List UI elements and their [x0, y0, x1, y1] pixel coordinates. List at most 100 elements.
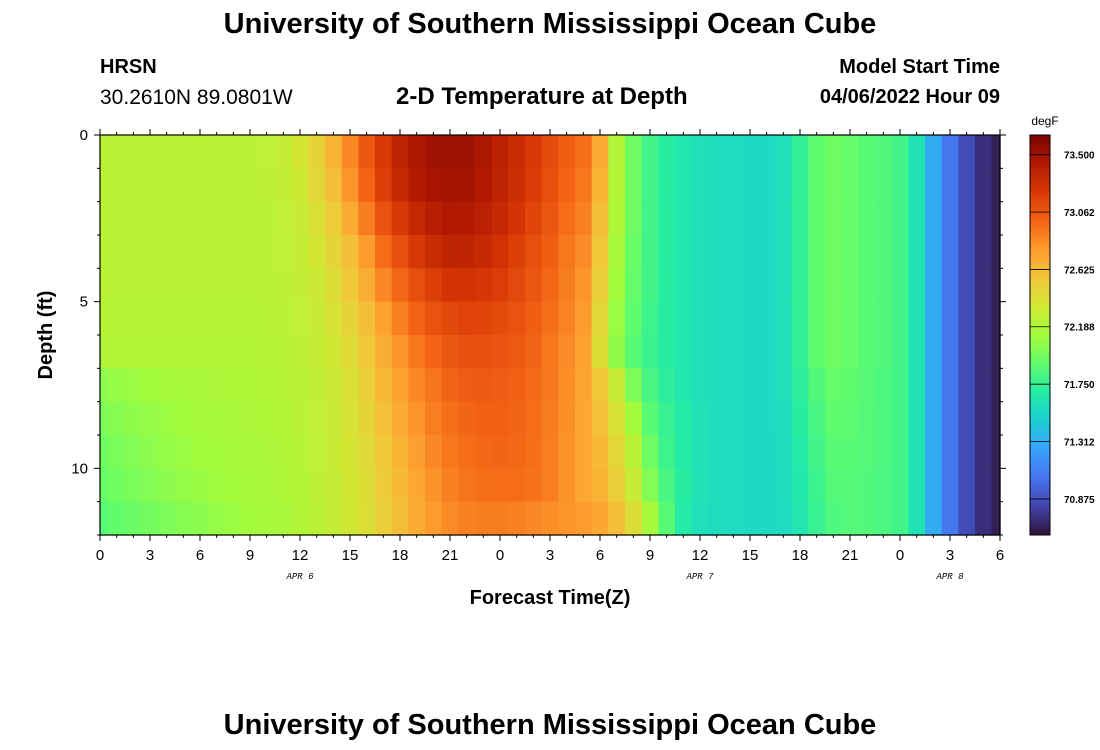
heatmap-cell [358, 435, 376, 469]
heatmap-cell [925, 301, 943, 336]
heatmap-cell [100, 235, 109, 269]
heatmap-cell [841, 435, 859, 469]
heatmap-cell [125, 501, 143, 536]
heatmap-cell [758, 335, 776, 369]
heatmap-cell [641, 301, 659, 336]
heatmap-cell [941, 268, 959, 303]
heatmap-cell [791, 435, 809, 469]
heatmap-cell [808, 335, 826, 369]
heatmap-cell [125, 368, 143, 403]
heatmap-cell [891, 401, 909, 436]
heatmap-cell [708, 435, 726, 469]
model-start-label: Model Start Time [839, 56, 1000, 78]
heatmap-cell [625, 401, 643, 436]
heatmap-cell [791, 335, 809, 369]
heatmap-cell [275, 468, 293, 503]
heatmap-cell [691, 135, 709, 169]
heatmap-cell [858, 435, 876, 469]
heatmap-cell [975, 468, 993, 503]
heatmap-cell [158, 168, 176, 203]
heatmap-cell [141, 168, 159, 203]
heatmap-cell [208, 168, 226, 203]
heatmap-cell [425, 268, 443, 303]
x-axis-label: Forecast Time(Z) [470, 587, 631, 609]
heatmap-cell [208, 335, 226, 369]
heatmap-cell [100, 435, 109, 469]
heatmap-cell [825, 401, 843, 436]
heatmap-cell [758, 435, 776, 469]
station-name: HRSN [100, 56, 157, 78]
heatmap-cell [158, 235, 176, 269]
heatmap-cell [341, 301, 359, 336]
heatmap-cell [725, 501, 743, 536]
heatmap-cell [391, 501, 409, 536]
heatmap-cell [458, 135, 476, 169]
heatmap-cell [991, 168, 1001, 203]
heatmap-cell [991, 335, 1001, 369]
heatmap-cell [525, 435, 543, 469]
heatmap-cell [641, 268, 659, 303]
heatmap-cell [258, 235, 276, 269]
heatmap-cell [758, 501, 776, 536]
heatmap-cell [125, 335, 143, 369]
heatmap-cell [558, 368, 576, 403]
heatmap-cell [675, 168, 693, 203]
x-tick-label: 0 [496, 547, 504, 564]
heatmap-cell [191, 501, 209, 536]
heatmap-cell [258, 135, 276, 169]
heatmap-cell [725, 135, 743, 169]
heatmap-cell [558, 501, 576, 536]
heatmap-cell [975, 168, 993, 203]
heatmap-cell [875, 435, 893, 469]
heatmap-cell [391, 168, 409, 203]
heatmap-cell [508, 335, 526, 369]
heatmap-cell [741, 401, 759, 436]
heatmap-cell [791, 168, 809, 203]
heatmap-cell [958, 435, 976, 469]
heatmap-cell [408, 301, 426, 336]
heatmap-cell [475, 268, 493, 303]
heatmap-cell [725, 468, 743, 503]
heatmap-cell [208, 301, 226, 336]
heatmap-cell [175, 335, 193, 369]
heatmap-cell [175, 201, 193, 236]
heatmap-cell [125, 235, 143, 269]
colorbar-tick-label: 71.312 [1064, 438, 1095, 449]
heatmap-cell [375, 435, 393, 469]
temperature-heatmap-chart: 0 3 6 9 12 15 18 21 0 3 6 9 12 15 18 21 0 3 6 APR 6 APR 7 APR… [35, 114, 1095, 609]
page-title: University of Southern Mississippi Ocean… [223, 8, 877, 40]
heatmap-cell [958, 201, 976, 236]
heatmap-cell [125, 468, 143, 503]
heatmap-cell [791, 501, 809, 536]
heatmap-cell [391, 201, 409, 236]
heatmap-cell [891, 168, 909, 203]
heatmap-cell [425, 168, 443, 203]
heatmap-cell [925, 401, 943, 436]
heatmap-cell [658, 501, 676, 536]
heatmap-cell [275, 368, 293, 403]
heatmap-cell [725, 401, 743, 436]
heatmap-cell [475, 401, 493, 436]
heatmap-cell [841, 468, 859, 503]
heatmap-cell [958, 401, 976, 436]
heatmap-cell [291, 135, 309, 169]
heatmap-cell [675, 501, 693, 536]
heatmap-cell [158, 268, 176, 303]
heatmap-cell [541, 501, 559, 536]
heatmap-cell [725, 435, 743, 469]
heatmap-cell [141, 301, 159, 336]
heatmap-cell [841, 335, 859, 369]
heatmap-cell [691, 235, 709, 269]
heatmap-cell [891, 201, 909, 236]
heatmap-cell [108, 335, 126, 369]
model-start-value: 04/06/2022 Hour 09 [819, 86, 1000, 108]
heatmap-cell [875, 401, 893, 436]
heatmap-cell [108, 501, 126, 536]
heatmap-cell [541, 201, 559, 236]
heatmap-cell [325, 435, 343, 469]
heatmap-cell [158, 501, 176, 536]
heatmap-cell [508, 301, 526, 336]
heatmap-cell [408, 468, 426, 503]
heatmap-cell [208, 501, 226, 536]
heatmap-cell [141, 501, 159, 536]
